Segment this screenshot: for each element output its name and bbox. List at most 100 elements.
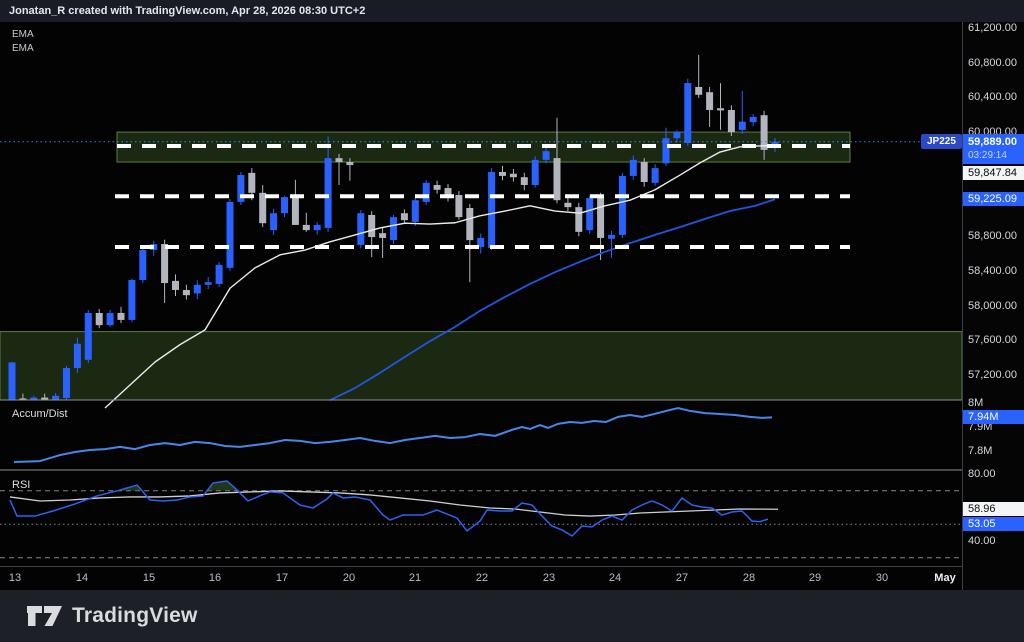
last-price-badge: 59,889.00 03:29:14 <box>963 133 1024 164</box>
indicator-label-rsi[interactable]: RSI <box>12 479 31 491</box>
candle-body <box>390 217 397 241</box>
indicator-label-accum-dist[interactable]: Accum/Dist <box>12 408 68 420</box>
candle-body <box>411 200 419 222</box>
candle-body <box>564 202 572 208</box>
candle-body <box>640 162 648 182</box>
candle-body <box>324 158 332 228</box>
axis-tick-label: 58,800.00 <box>968 230 1017 243</box>
candle-body <box>673 132 681 139</box>
candle-body <box>248 172 256 193</box>
axis-tick-label: 58,400.00 <box>968 264 1017 277</box>
time-axis-label: May <box>934 572 956 584</box>
ema-fast-line <box>104 144 776 409</box>
time-axis-label: 15 <box>142 572 156 584</box>
candle-body <box>182 289 190 296</box>
candle-body <box>270 213 278 231</box>
candle-body <box>520 177 528 186</box>
axis-tick-label: 57,200.00 <box>968 369 1017 381</box>
candle-body <box>106 312 114 326</box>
rsi-ma-value-badge: 58.96 <box>963 502 1024 517</box>
candle-body <box>357 213 365 245</box>
candle-body <box>95 312 103 326</box>
candle-body <box>738 121 746 130</box>
candle-body <box>41 397 49 400</box>
candle-body <box>313 224 321 231</box>
candle-body <box>237 175 245 202</box>
rsi-line <box>9 480 769 537</box>
time-axis-label: 13 <box>8 572 22 584</box>
candle-body <box>586 198 594 231</box>
candle-body <box>727 109 735 133</box>
accum-dist-value-badge: 7.94M <box>963 410 1024 425</box>
axis-tick-label: 60,800.00 <box>968 56 1017 69</box>
candle-body <box>542 151 550 160</box>
candles <box>8 54 779 400</box>
rsi-ma-line <box>9 490 779 517</box>
last-price-value: 59,889.00 <box>968 135 1017 148</box>
supply-demand-zone[interactable] <box>0 331 962 401</box>
candle-body <box>161 244 169 284</box>
candle-body <box>466 208 474 241</box>
time-axis[interactable]: 13 14 15 16 17 20 21 22 23 24 27 28 29 30 May <box>0 566 962 591</box>
indicator-label-ema-2[interactable]: EMA <box>12 43 34 54</box>
candle-body <box>706 92 714 110</box>
candle-body <box>128 280 136 320</box>
axis-tick-label: 58,000.00 <box>968 299 1017 312</box>
time-axis-label: 14 <box>75 572 89 584</box>
indicator-label-ema-1[interactable]: EMA <box>12 29 34 40</box>
candle-body <box>193 284 201 294</box>
time-axis-label: 27 <box>675 572 689 584</box>
axis-tick-label: 57,600.00 <box>968 334 1017 347</box>
ema-fast-value-badge: 59,847.84 <box>963 165 1024 180</box>
axis-tick-label: 80.00 <box>968 468 996 480</box>
time-axis-label: 17 <box>275 572 289 584</box>
candle-body <box>291 197 299 225</box>
chart-plot-area[interactable] <box>0 0 962 590</box>
candle-body <box>455 194 463 218</box>
candle-body <box>19 398 27 400</box>
candle-body <box>575 207 583 232</box>
rsi-value-badge: 53.05 <box>963 517 1024 532</box>
axis-tick-label: 7.8M <box>968 445 993 457</box>
time-axis-label: 20 <box>342 572 356 584</box>
candle-body <box>477 237 485 248</box>
candle-body <box>509 173 517 178</box>
time-axis-label: 29 <box>808 572 822 584</box>
attribution-bar: Jonatan_R created with TradingView.com, … <box>0 0 1024 22</box>
ema-slow-value-badge: 59,225.09 <box>963 192 1024 207</box>
candle-body <box>215 264 223 284</box>
candle-body <box>84 312 92 360</box>
candle-body <box>531 159 539 186</box>
candle-body <box>281 197 288 214</box>
candle-body <box>346 162 354 166</box>
candle-body <box>717 108 724 111</box>
candle-body <box>379 233 387 238</box>
tradingview-logo-icon[interactable] <box>27 605 63 627</box>
candle-body <box>553 158 561 201</box>
time-axis-label: 30 <box>875 572 889 584</box>
candle-body <box>368 214 376 238</box>
candle-body <box>400 213 408 221</box>
candle-body <box>662 138 670 164</box>
candle-body <box>117 312 125 320</box>
candle-body <box>684 83 692 143</box>
candle-body <box>422 182 430 202</box>
candle-body <box>444 188 452 199</box>
candle-body <box>433 185 441 190</box>
time-axis-label: 23 <box>542 572 556 584</box>
time-axis-label: 24 <box>608 572 622 584</box>
candle-body <box>226 201 234 268</box>
bar-countdown: 03:29:14 <box>968 149 1007 161</box>
candle-body <box>63 368 70 398</box>
candle-body <box>651 168 659 183</box>
candle-body <box>629 159 637 176</box>
tradingview-logo-text[interactable]: TradingView <box>72 604 198 627</box>
time-axis-label: 28 <box>742 572 756 584</box>
candle-body <box>52 395 60 400</box>
price-axis[interactable]: 61,200.00 60,800.00 60,400.00 60,000.00 58,8… <box>962 22 1024 590</box>
candle-body <box>259 192 267 224</box>
candle-body <box>172 280 179 290</box>
time-axis-label: 21 <box>408 572 422 584</box>
axis-tick-label: 61,200.00 <box>968 22 1017 34</box>
